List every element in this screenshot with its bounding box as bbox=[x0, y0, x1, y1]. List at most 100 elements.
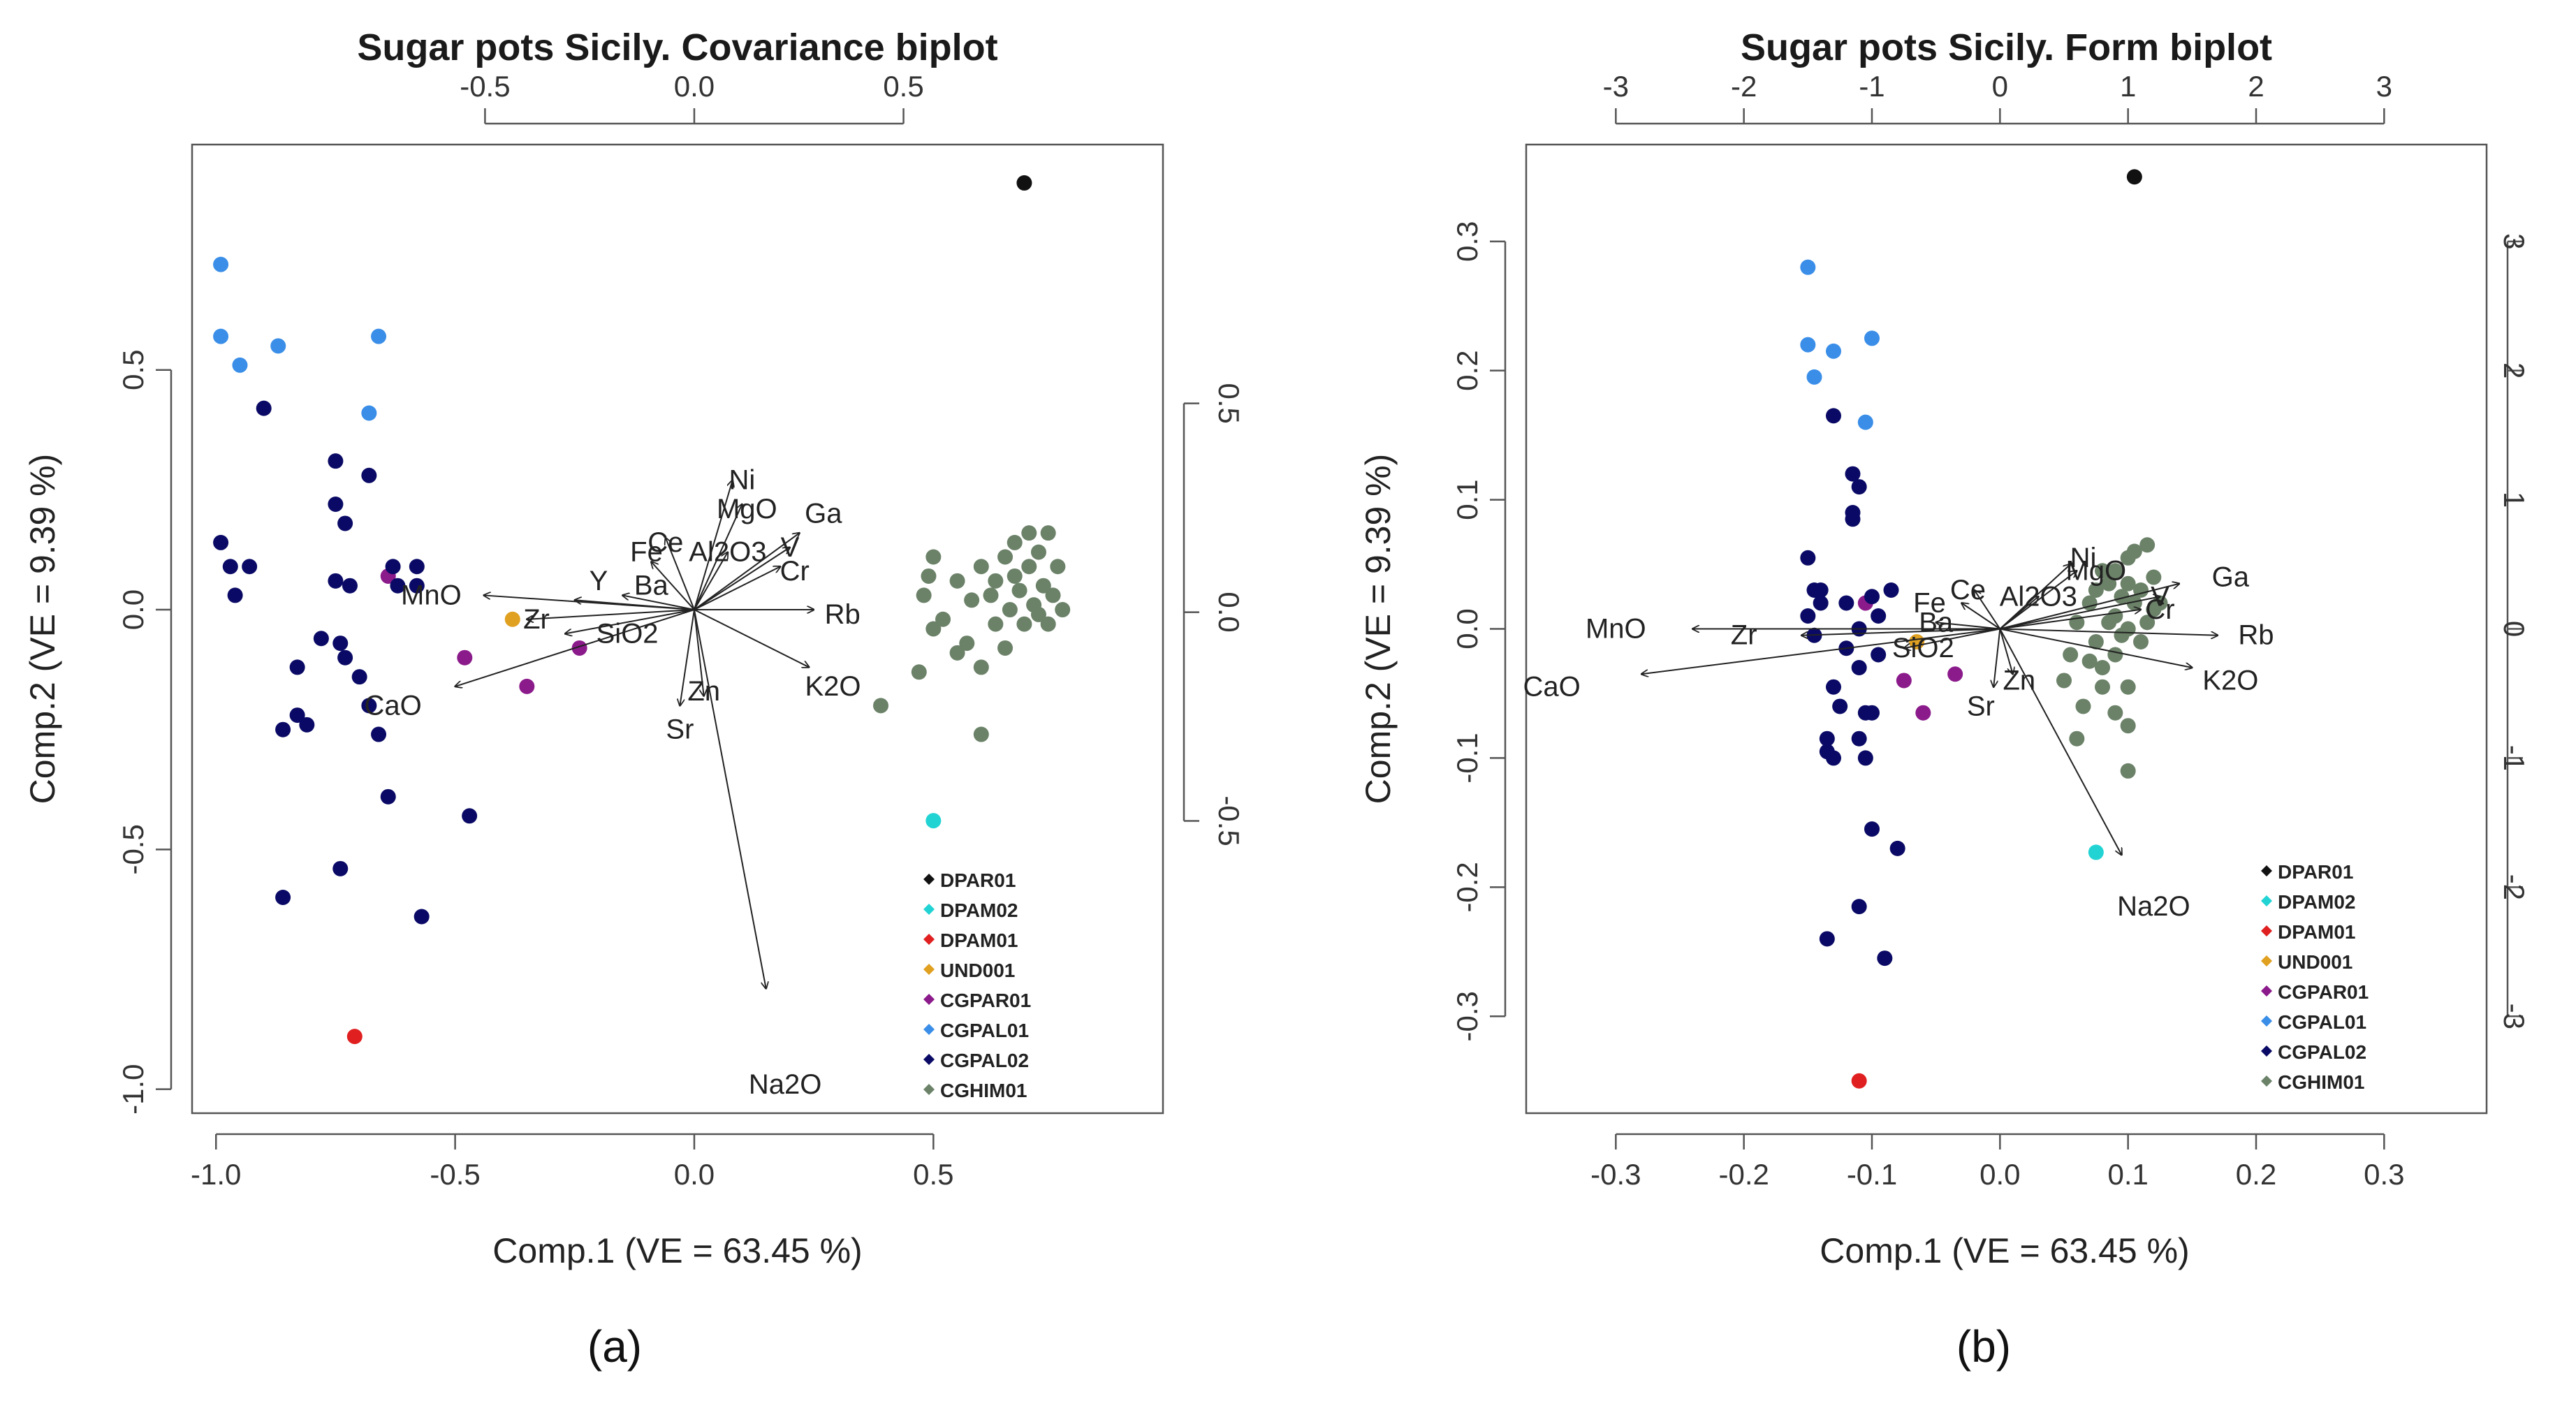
loading-arrow bbox=[565, 609, 695, 633]
data-point bbox=[390, 578, 406, 594]
data-point bbox=[973, 659, 989, 675]
loading-arrow bbox=[651, 561, 695, 610]
legend-marker bbox=[923, 964, 935, 975]
y-tick-label: -0.3 bbox=[1451, 991, 1484, 1041]
loading-label: Fe bbox=[1913, 588, 1946, 619]
data-point bbox=[1813, 595, 1829, 611]
data-point bbox=[1819, 931, 1835, 947]
x-tick-label: -0.2 bbox=[1718, 1158, 1769, 1191]
data-point bbox=[1813, 582, 1829, 598]
legend-marker bbox=[2261, 1015, 2272, 1027]
loading-label: Zr bbox=[523, 604, 550, 635]
series-dpar01 bbox=[2126, 169, 2142, 185]
x-axis-label: Comp.1 (VE = 63.45 %) bbox=[492, 1231, 862, 1270]
legend-marker bbox=[2261, 1075, 2272, 1087]
data-point bbox=[1040, 616, 1056, 632]
data-point bbox=[983, 587, 999, 603]
data-point bbox=[409, 559, 425, 575]
loading-arrow bbox=[693, 609, 704, 696]
data-point bbox=[949, 645, 965, 661]
panel-label: (b) bbox=[1956, 1321, 2011, 1372]
loading-label: Ce bbox=[647, 527, 683, 558]
data-point bbox=[361, 405, 377, 421]
legend: DPAR01 DPAM02 DPAM01 UND001 CGPAR01 CGPAL01 CG… bbox=[923, 869, 1031, 1101]
data-point bbox=[1864, 330, 1880, 346]
data-point bbox=[2120, 718, 2136, 734]
y-axis-label: Comp.2 (VE = 9.39 %) bbox=[23, 454, 62, 805]
data-point bbox=[1915, 705, 1931, 721]
x-tick-label: -1.0 bbox=[191, 1158, 241, 1191]
data-point bbox=[2107, 647, 2123, 663]
loading-label: Ce bbox=[1950, 575, 1986, 605]
y-tick-label: -1.0 bbox=[117, 1064, 149, 1114]
data-point bbox=[1826, 679, 1841, 695]
data-point bbox=[1851, 659, 1867, 675]
loading-arrow bbox=[693, 609, 766, 988]
data-point bbox=[1864, 705, 1880, 721]
data-point bbox=[1851, 1073, 1867, 1089]
loading-arrow bbox=[694, 504, 742, 610]
y-tick-label: 0.0 bbox=[1451, 608, 1484, 649]
series-cgpal01 bbox=[213, 256, 387, 421]
series-dpam02 bbox=[925, 813, 942, 829]
data-point bbox=[1800, 550, 1816, 566]
data-point bbox=[213, 256, 229, 272]
loading-arrow bbox=[694, 548, 790, 610]
data-point bbox=[1016, 616, 1032, 632]
legend-marker bbox=[923, 1054, 935, 1065]
loading-arrow bbox=[2000, 628, 2218, 636]
loading-label: Sr bbox=[1967, 691, 1995, 721]
data-point bbox=[2120, 763, 2136, 779]
data-point bbox=[332, 860, 349, 876]
series-cgpal01 bbox=[1800, 259, 1880, 430]
legend-entry: DPAM01 bbox=[940, 930, 1018, 951]
data-point bbox=[1851, 479, 1867, 495]
loading-arrow bbox=[1999, 571, 2077, 630]
loading-label: SiO2 bbox=[597, 618, 659, 649]
data-point bbox=[873, 698, 889, 714]
x-tick-label: 0.2 bbox=[2236, 1158, 2276, 1191]
right-tick-label: 2 bbox=[2498, 362, 2531, 379]
legend-entry: CGPAL01 bbox=[940, 1020, 1029, 1041]
data-point bbox=[964, 592, 980, 608]
data-point bbox=[462, 808, 478, 824]
legend-marker bbox=[2261, 1045, 2272, 1057]
data-point bbox=[504, 611, 520, 627]
data-point bbox=[2088, 582, 2104, 598]
data-point bbox=[2088, 633, 2104, 649]
loading-label: SiO2 bbox=[1892, 633, 1954, 663]
data-point bbox=[911, 664, 927, 680]
chart-panel-b: Sugar pots Sicily. Form biplot-0.3 -0.2 -0… bbox=[1359, 27, 2531, 1372]
data-point bbox=[2120, 621, 2136, 637]
legend-marker bbox=[923, 1024, 935, 1035]
data-point bbox=[1035, 578, 1051, 594]
data-point bbox=[289, 659, 305, 675]
top-tick-label: 0.0 bbox=[674, 70, 715, 103]
series-cgpar01 bbox=[380, 568, 587, 694]
data-point bbox=[925, 549, 942, 565]
loading-label: Rb bbox=[825, 599, 861, 630]
data-point bbox=[1800, 259, 1816, 275]
data-point bbox=[270, 338, 286, 354]
data-point bbox=[2107, 608, 2123, 624]
y-axis-right: 0.5 0.0 -0.5 bbox=[1183, 383, 1245, 846]
x-axis-top: -3 -2 -1 0 1 2 3 bbox=[1603, 70, 2392, 125]
top-tick-label: -0.5 bbox=[460, 70, 510, 103]
x-tick-label: -0.5 bbox=[430, 1158, 480, 1191]
loading-arrow bbox=[1999, 629, 2012, 675]
data-point bbox=[328, 453, 344, 469]
data-point bbox=[380, 788, 396, 805]
loading-label: CaO bbox=[364, 690, 421, 721]
right-tick-label: 0.5 bbox=[1213, 383, 1245, 423]
loading-label: Zr bbox=[1731, 620, 1757, 651]
y-tick-label: 0.2 bbox=[1451, 350, 1484, 390]
top-tick-label: -1 bbox=[1859, 70, 1885, 103]
top-tick-label: -3 bbox=[1603, 70, 1629, 103]
legend-entry: CGPAL01 bbox=[2278, 1011, 2366, 1033]
legend-marker bbox=[2261, 955, 2272, 967]
top-tick-label: 0 bbox=[1992, 70, 2008, 103]
right-tick-label: 3 bbox=[2498, 233, 2531, 249]
data-point bbox=[2075, 698, 2091, 714]
